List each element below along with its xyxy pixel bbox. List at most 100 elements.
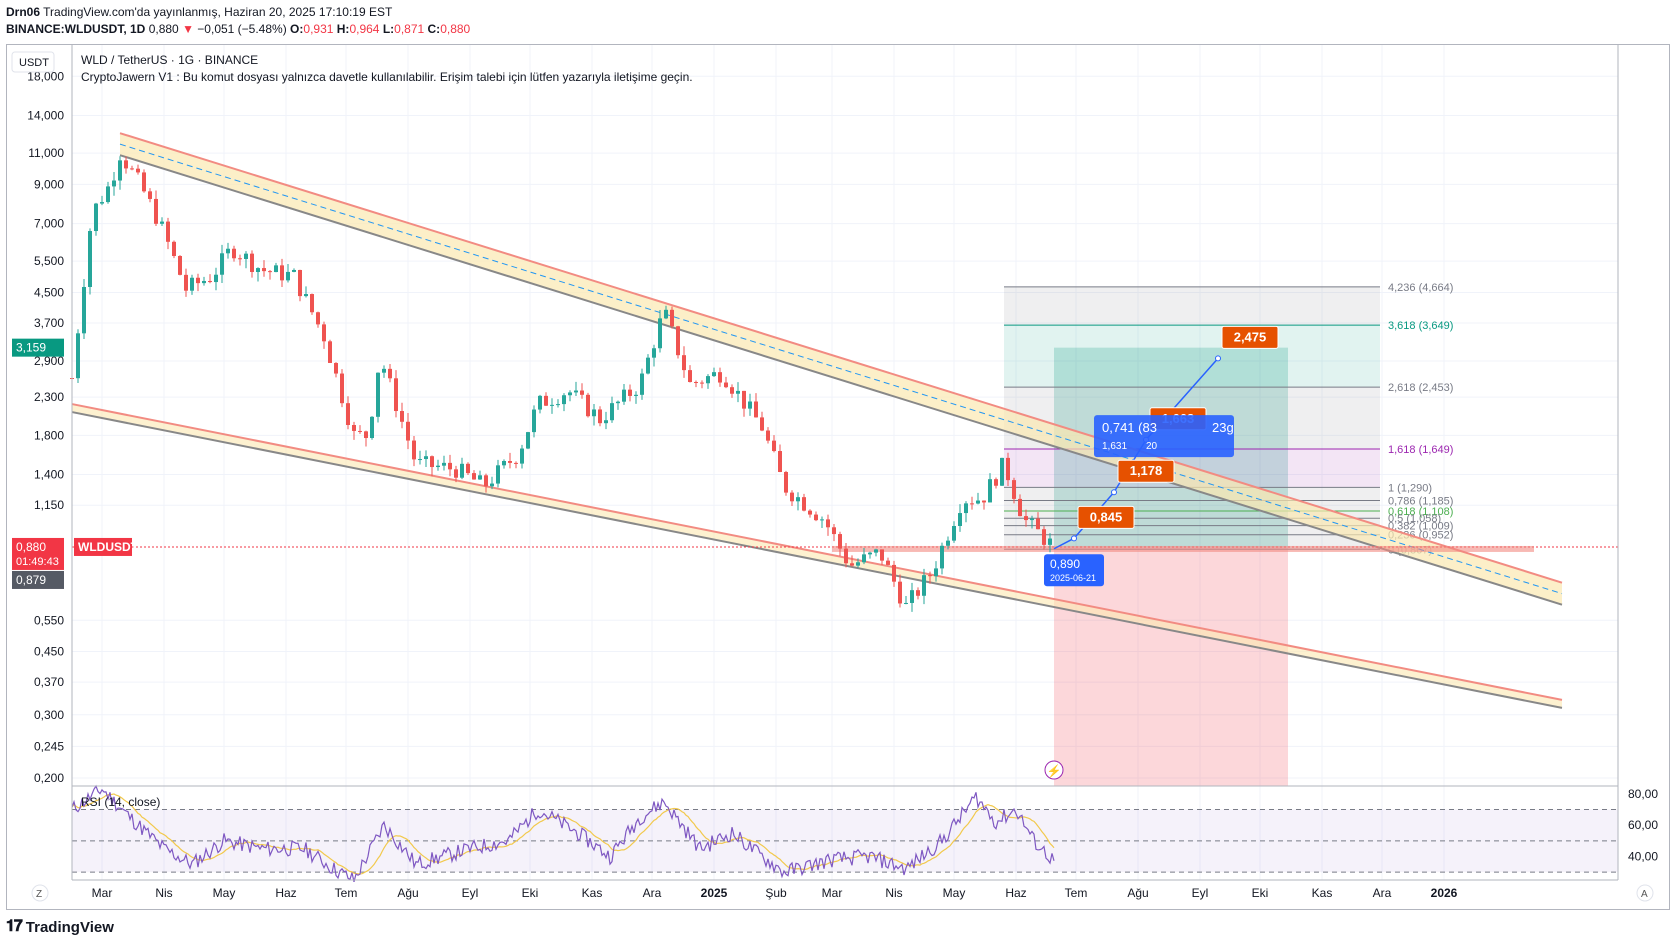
symbol-tag: WLDUSDT xyxy=(78,540,139,554)
x-tick-label: Mar xyxy=(822,886,843,900)
candle-body xyxy=(184,274,188,291)
projection-point xyxy=(1215,355,1221,362)
candle-body xyxy=(862,554,866,563)
candle-body xyxy=(790,492,794,502)
candle-body xyxy=(118,160,122,181)
candle-body xyxy=(658,318,662,349)
fib-zone xyxy=(1004,500,1380,512)
candle-body xyxy=(808,510,812,515)
candle-body xyxy=(700,382,704,384)
candle-body xyxy=(106,186,110,203)
candle-body xyxy=(568,392,572,396)
lightning-icon xyxy=(1044,760,1064,780)
fib-zone xyxy=(1004,286,1380,326)
author-name[interactable]: Drn06 xyxy=(6,5,41,19)
candle-body xyxy=(514,462,518,464)
candle-body xyxy=(718,372,722,383)
candle-body xyxy=(640,373,644,395)
y-tick-label: 1,150 xyxy=(34,498,64,512)
candle-body xyxy=(634,394,638,396)
measure-line1: 0,741 (83 xyxy=(1102,420,1157,435)
candle-body xyxy=(202,280,206,284)
candle-body xyxy=(892,564,896,582)
candle-body xyxy=(988,479,992,503)
y-tick-label: 11,000 xyxy=(28,146,64,160)
y-tick-label: 7,000 xyxy=(34,217,64,231)
candle-body xyxy=(232,248,236,259)
indicator-note: CryptoJawern V1 : Bu komut dosyası yalnı… xyxy=(81,70,693,84)
candle-body xyxy=(82,286,86,334)
candle-body xyxy=(784,471,788,493)
projection-label-box xyxy=(1117,459,1175,483)
candle-body xyxy=(550,404,554,406)
x-tick-label: Eyl xyxy=(1192,886,1209,900)
currency-button[interactable] xyxy=(11,51,55,73)
projection-label-box xyxy=(1221,325,1279,349)
currency-button-label: USDT xyxy=(19,57,49,69)
candle-body xyxy=(466,463,470,474)
descending-channel[interactable] xyxy=(71,132,1618,709)
candle-body xyxy=(814,514,818,521)
candle-body xyxy=(214,274,218,283)
y-tick-label: 0,550 xyxy=(34,613,64,627)
candle-body xyxy=(532,409,536,433)
high-mark-badge xyxy=(12,338,64,357)
y-tick-label: 2,900 xyxy=(34,354,64,368)
x-tick-label: Ara xyxy=(643,886,662,900)
candle-body xyxy=(604,420,608,424)
candle-body xyxy=(970,503,974,505)
candle-body xyxy=(706,376,710,384)
rsi-pane: 80,00 60,00 40,00 xyxy=(71,784,1658,882)
candle-body xyxy=(934,568,938,577)
publish-line: Drn06 TradingView.com'da yayınlanmış, Ha… xyxy=(6,5,392,19)
x-tick-label: 2025 xyxy=(701,886,728,900)
y-tick-label: 0,200 xyxy=(34,771,64,785)
candle-body xyxy=(748,401,752,409)
candle-body xyxy=(406,421,410,441)
candle-body xyxy=(442,462,446,466)
countdown-value: 01:49:43 xyxy=(16,556,59,568)
footer-brand: 𝟏𝟕 TradingView xyxy=(6,918,114,936)
candle-body xyxy=(280,265,284,281)
ohlc-line: BINANCE:WLDUSDT, 1D 0,880 ▼ −0,051 (−5.4… xyxy=(6,22,470,36)
candle-body xyxy=(850,563,854,566)
fib-zone xyxy=(1004,518,1380,526)
candle-body xyxy=(148,191,152,199)
chart-frame xyxy=(6,44,1670,910)
candle-body xyxy=(490,483,494,487)
candle-body xyxy=(562,395,566,405)
y-tick-label: 0,245 xyxy=(34,739,64,753)
x-tick-label: Nis xyxy=(155,886,172,900)
y-tick-label: 9,000 xyxy=(34,177,64,191)
candle-body xyxy=(910,590,914,603)
candle-body xyxy=(688,370,692,383)
candle-body xyxy=(922,575,926,596)
candle-body xyxy=(598,409,602,424)
candle-body xyxy=(448,462,452,470)
y-tick-label: 14,000 xyxy=(27,108,64,122)
candle-body xyxy=(130,168,134,170)
x-tick-label: Eki xyxy=(522,886,539,900)
tradingview-logo-icon: 𝟏𝟕 xyxy=(6,918,23,935)
auto-scale-button-label: A xyxy=(1641,889,1648,900)
fib-level-label: 1 (1,290) xyxy=(1388,482,1432,494)
candle-body xyxy=(1048,538,1052,545)
candle-body xyxy=(502,461,506,466)
date-label-date: 2025-06-21 xyxy=(1050,573,1096,583)
candle-body xyxy=(874,549,878,553)
zoom-button[interactable] xyxy=(31,884,49,902)
axes: 18,000 14,000 11,000 9,000 7,000 5,500 4,500 3,… xyxy=(27,45,1619,900)
x-tick-label: May xyxy=(943,886,966,900)
candle-body xyxy=(622,389,626,402)
candle-body xyxy=(670,309,674,327)
candle-body xyxy=(580,390,584,395)
projection-label-text: 2,475 xyxy=(1234,329,1267,344)
candle-body xyxy=(1000,457,1004,486)
measure-line2: 1,631 xyxy=(1102,441,1127,452)
y-tick-label: 5,500 xyxy=(34,254,64,268)
auto-scale-button[interactable] xyxy=(1636,884,1654,902)
candle-body xyxy=(538,395,542,410)
channel-lower-inner-line xyxy=(71,411,1563,709)
